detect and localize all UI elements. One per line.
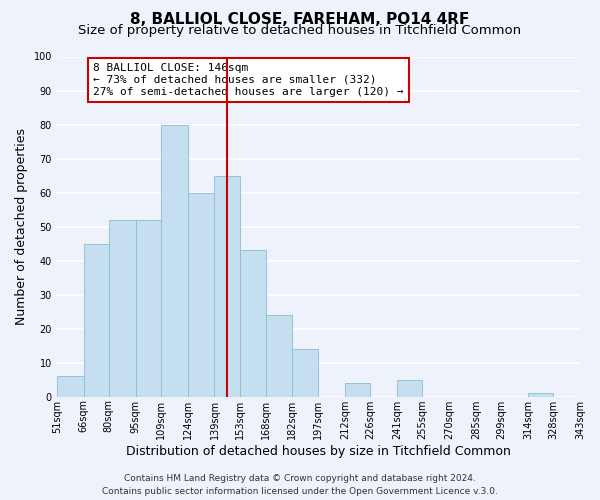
Bar (528, 394, 553, 396)
Bar (109, 220, 136, 396)
Bar (345, 383, 370, 396)
Bar (57, 376, 83, 396)
Y-axis label: Number of detached properties: Number of detached properties (15, 128, 28, 325)
Text: 8, BALLIOL CLOSE, FAREHAM, PO14 4RF: 8, BALLIOL CLOSE, FAREHAM, PO14 4RF (130, 12, 470, 28)
Bar (266, 315, 292, 396)
Bar (83, 244, 109, 396)
Bar (188, 192, 214, 396)
Bar (214, 176, 239, 396)
Bar (292, 349, 319, 397)
Bar (161, 124, 188, 396)
Bar (136, 220, 161, 396)
Bar (397, 380, 422, 396)
Text: Size of property relative to detached houses in Titchfield Common: Size of property relative to detached ho… (79, 24, 521, 37)
X-axis label: Distribution of detached houses by size in Titchfield Common: Distribution of detached houses by size … (126, 444, 511, 458)
Text: 8 BALLIOL CLOSE: 146sqm
← 73% of detached houses are smaller (332)
27% of semi-d: 8 BALLIOL CLOSE: 146sqm ← 73% of detache… (94, 64, 404, 96)
Bar (239, 250, 266, 396)
Text: Contains HM Land Registry data © Crown copyright and database right 2024.
Contai: Contains HM Land Registry data © Crown c… (102, 474, 498, 496)
